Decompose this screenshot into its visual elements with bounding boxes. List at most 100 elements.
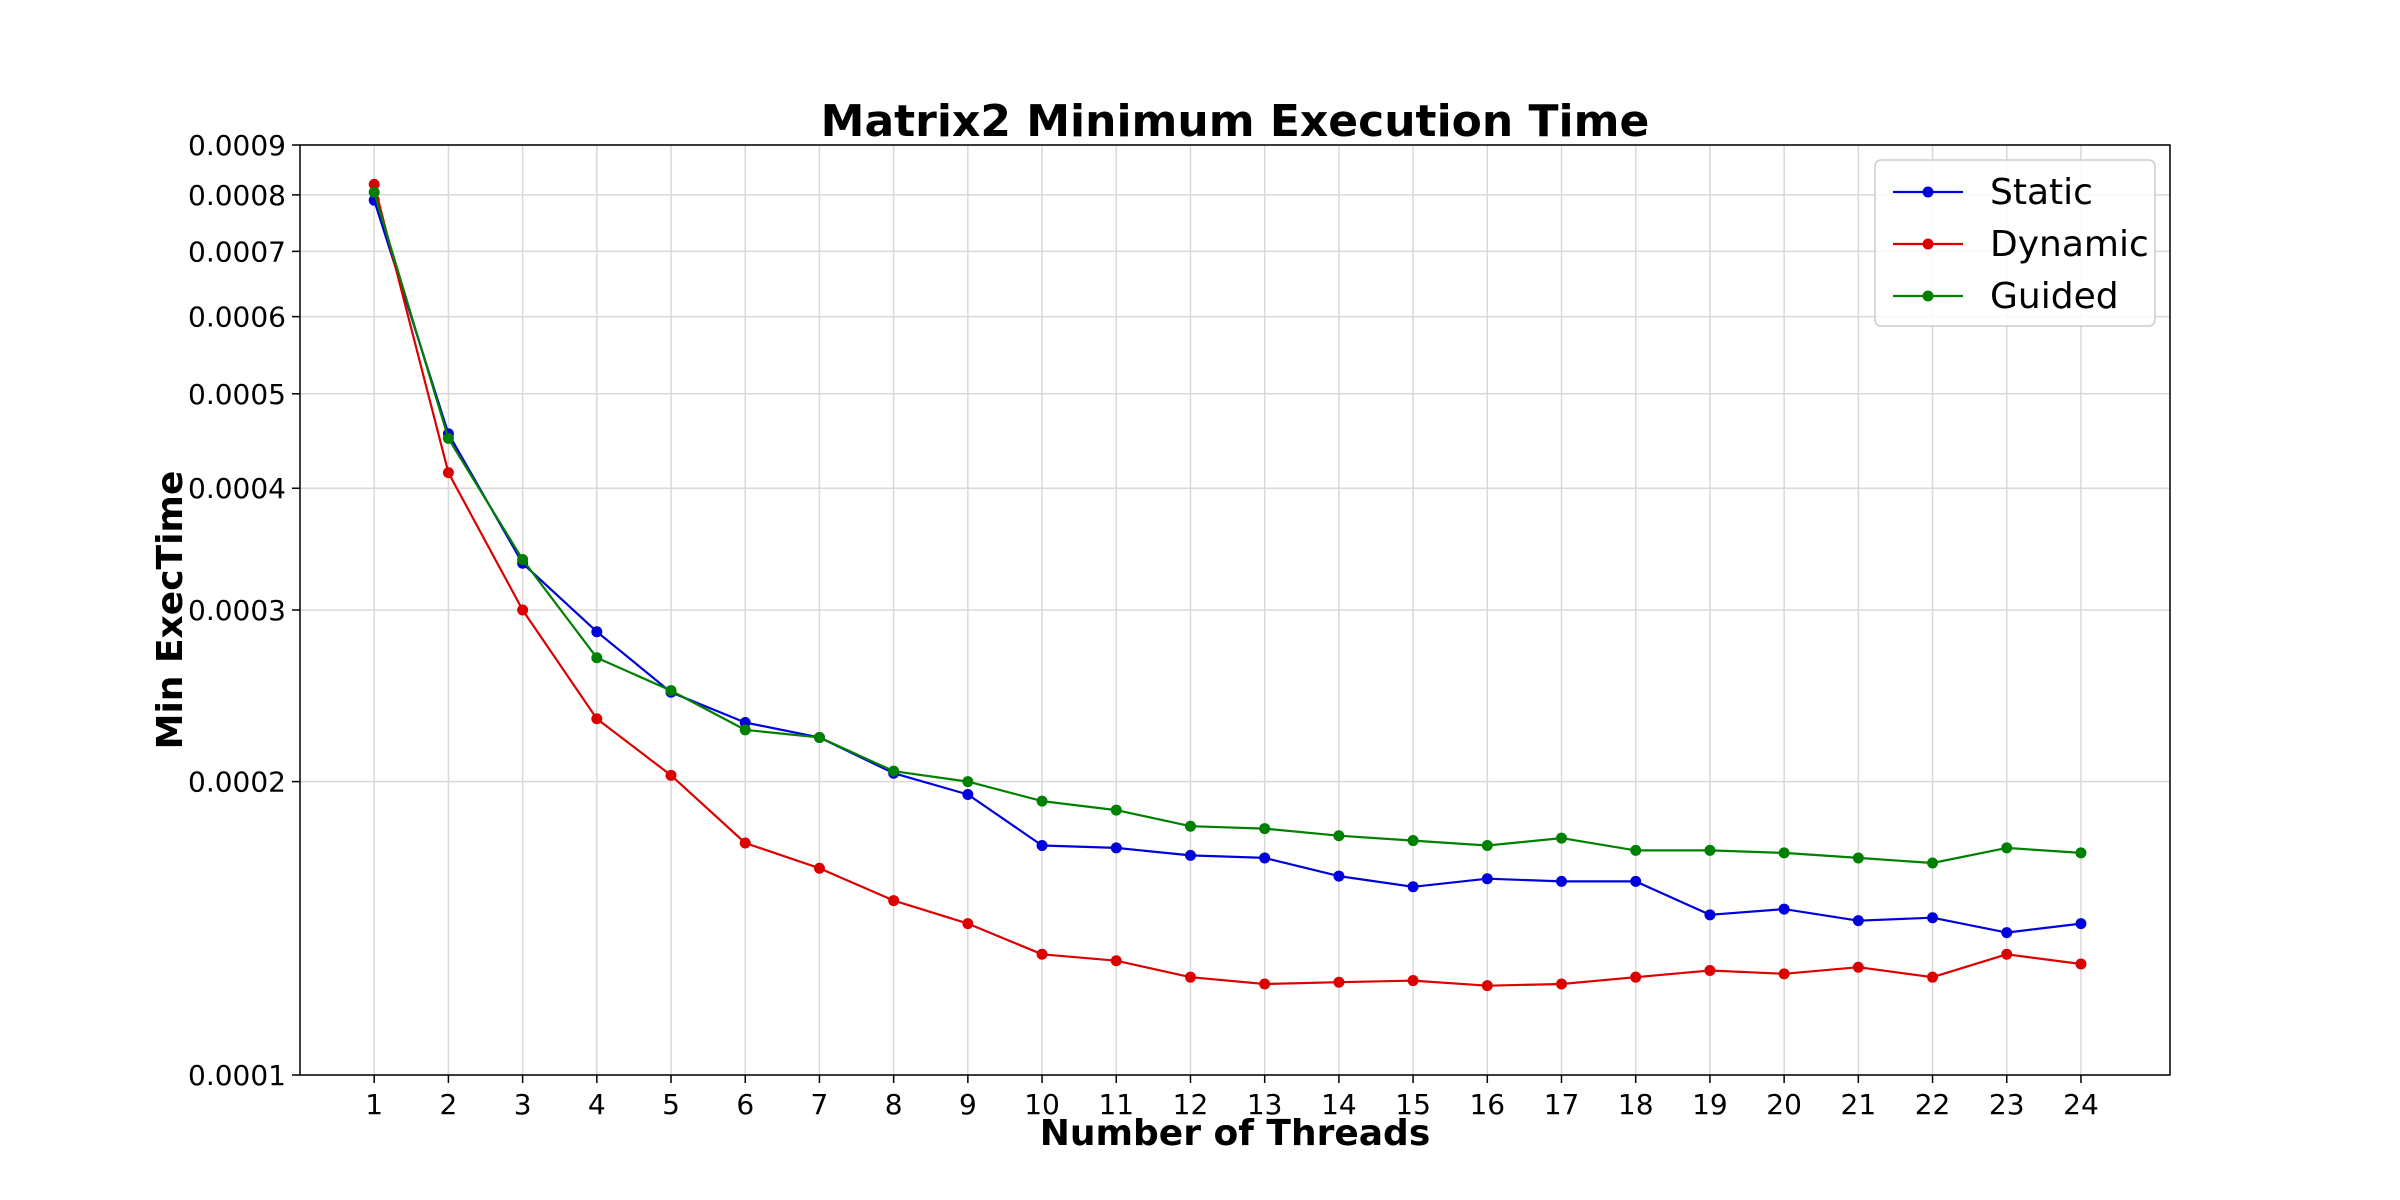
y-tick-label: 0.0004 [188, 472, 286, 505]
data-point-static [2075, 918, 2087, 930]
y-tick-label: 0.0003 [188, 594, 286, 627]
data-point-static [1556, 875, 1568, 887]
series-line-dynamic [373, 184, 2082, 987]
data-point-guided [591, 652, 603, 664]
data-point-dynamic [1704, 965, 1716, 977]
data-point-static [1630, 875, 1642, 887]
data-point-dynamic [1110, 955, 1122, 967]
data-point-guided [962, 776, 974, 788]
data-point-static [1184, 849, 1196, 861]
x-tick-label: 11 [1098, 1088, 1134, 1121]
data-point-dynamic [1036, 948, 1048, 960]
x-tick-label: 3 [514, 1088, 532, 1121]
data-point-guided [1184, 820, 1196, 832]
y-tick-label: 0.0001 [188, 1059, 286, 1092]
data-point-dynamic [368, 178, 380, 190]
data-point-dynamic [1333, 976, 1345, 988]
data-point-dynamic [442, 467, 454, 479]
data-point-static [1036, 839, 1048, 851]
data-point-guided [2075, 847, 2087, 859]
legend: Static Dynamic Guided [1874, 159, 2156, 327]
data-point-dynamic [1630, 971, 1642, 983]
data-point-dynamic [665, 769, 677, 781]
x-tick-label: 13 [1247, 1088, 1283, 1121]
data-point-dynamic [1259, 978, 1271, 990]
data-point-dynamic [1852, 961, 1864, 973]
series-layer [368, 178, 2087, 992]
data-point-guided [1704, 844, 1716, 856]
y-tick-label: 0.0007 [188, 235, 286, 268]
data-point-dynamic [517, 604, 529, 616]
series-line-guided [373, 191, 2082, 865]
x-tick-label: 1 [365, 1088, 383, 1121]
tick-layer: 1 2 3 4 5 6 7 8 9 10 11 12 13 14 15 16 17 18 19 20 21 22 23 240… [188, 129, 2099, 1121]
data-point-dynamic [1407, 975, 1419, 987]
x-tick-label: 12 [1173, 1088, 1209, 1121]
legend-label: Dynamic [1990, 224, 2149, 265]
data-point-static [591, 626, 603, 638]
legend-item-guided: Guided [1893, 276, 2119, 317]
data-point-dynamic [2075, 958, 2087, 970]
legend-swatch-marker [1922, 186, 1934, 198]
y-tick-label: 0.0009 [188, 129, 286, 162]
data-point-static [1481, 873, 1493, 885]
data-point-guided [517, 554, 529, 566]
x-tick-label: 8 [885, 1088, 903, 1121]
legend-label: Guided [1990, 276, 2119, 317]
x-tick-label: 7 [811, 1088, 829, 1121]
series-guided [368, 186, 2087, 869]
x-tick-label: 17 [1544, 1088, 1580, 1121]
x-tick-label: 2 [439, 1088, 457, 1121]
data-point-guided [1333, 830, 1345, 842]
data-point-guided [2001, 842, 2013, 854]
y-tick-label: 0.0005 [188, 378, 286, 411]
data-point-dynamic [2001, 948, 2013, 960]
x-tick-label: 6 [736, 1088, 754, 1121]
y-axis-label: Min ExecTime [150, 471, 191, 750]
x-tick-label: 22 [1915, 1088, 1951, 1121]
data-point-static [1852, 915, 1864, 927]
data-point-static [1778, 903, 1790, 915]
data-point-dynamic [591, 713, 603, 725]
x-tick-label: 19 [1692, 1088, 1728, 1121]
data-point-guided [1630, 844, 1642, 856]
data-point-dynamic [1481, 980, 1493, 992]
chart-title: Matrix2 Minimum Execution Time [821, 96, 1650, 147]
data-point-dynamic [962, 918, 974, 930]
data-point-guided [1852, 852, 1864, 864]
x-tick-label: 23 [1989, 1088, 2025, 1121]
legend-box [1874, 159, 2156, 327]
x-tick-label: 14 [1321, 1088, 1357, 1121]
data-point-static [1704, 909, 1716, 921]
data-point-static [1333, 870, 1345, 882]
data-point-dynamic [813, 862, 825, 874]
data-point-guided [1481, 839, 1493, 851]
data-point-static [962, 789, 974, 801]
x-tick-label: 18 [1618, 1088, 1654, 1121]
data-point-guided [665, 685, 677, 697]
data-point-static [2001, 927, 2013, 939]
data-point-dynamic [888, 895, 900, 907]
legend-item-static: Static [1893, 172, 2093, 213]
y-tick-label: 0.0006 [188, 301, 286, 334]
legend-swatch-marker [1922, 290, 1934, 302]
x-tick-label: 16 [1469, 1088, 1505, 1121]
y-tick-label: 0.0008 [188, 179, 286, 212]
series-line-static [373, 199, 2082, 934]
x-tick-label: 5 [662, 1088, 680, 1121]
data-point-dynamic [1184, 971, 1196, 983]
x-tick-label: 15 [1395, 1088, 1431, 1121]
x-tick-label: 21 [1841, 1088, 1877, 1121]
data-point-guided [1407, 835, 1419, 847]
y-tick-label: 0.0002 [188, 766, 286, 799]
data-point-guided [1110, 804, 1122, 816]
data-point-guided [442, 432, 454, 444]
x-axis-label: Number of Threads [1040, 1113, 1431, 1154]
legend-item-dynamic: Dynamic [1893, 224, 2149, 265]
data-point-dynamic [1556, 978, 1568, 990]
data-point-static [1407, 881, 1419, 893]
x-tick-label: 4 [588, 1088, 606, 1121]
x-tick-label: 10 [1024, 1088, 1060, 1121]
data-point-dynamic [1927, 971, 1939, 983]
